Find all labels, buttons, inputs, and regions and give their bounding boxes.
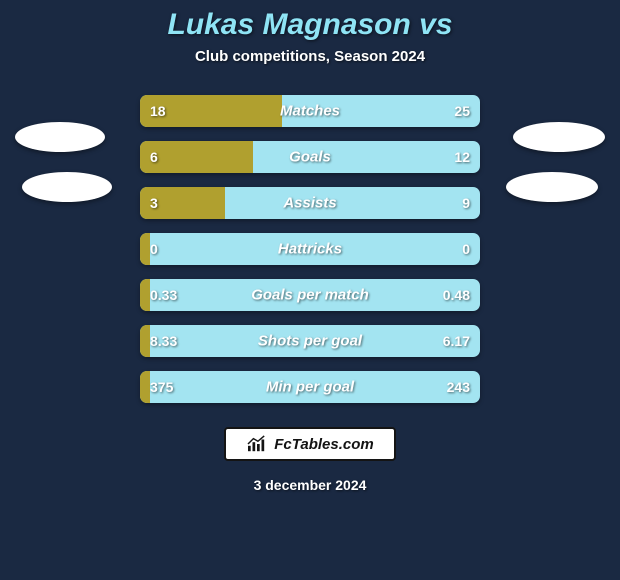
stat-value-left: 375 [150, 379, 173, 395]
stat-value-right: 9 [462, 195, 470, 211]
stat-value-right: 6.17 [443, 333, 470, 349]
stat-label: Assists [140, 195, 480, 212]
stat-label: Shots per goal [140, 333, 480, 350]
player-badge-right-2 [506, 172, 598, 202]
subtitle: Club competitions, Season 2024 [195, 48, 425, 65]
stat-label: Goals [140, 149, 480, 166]
stat-row: Shots per goal8.33 6.17 [140, 325, 480, 357]
date-label: 3 december 2024 [254, 477, 367, 493]
site-badge: FcTables.com [224, 427, 395, 461]
stat-value-right: 0.48 [443, 287, 470, 303]
stat-row: Assists3 9 [140, 187, 480, 219]
stat-value-left: 0 [150, 241, 158, 257]
page-title: Lukas Magnason vs [167, 8, 452, 42]
stat-value-left: 6 [150, 149, 158, 165]
stat-row: Hattricks0 0 [140, 233, 480, 265]
stat-value-left: 0.33 [150, 287, 177, 303]
player-badge-left-2 [22, 172, 112, 202]
chart-icon [246, 435, 268, 453]
stat-value-left: 3 [150, 195, 158, 211]
stat-value-right: 0 [462, 241, 470, 257]
player-badge-right-1 [513, 122, 605, 152]
stat-value-right: 12 [454, 149, 470, 165]
stat-bars: Matches18 25 Goals6 12 Assists3 9 Hattricks0 0 G… [140, 95, 480, 403]
stat-row: Goals6 12 [140, 141, 480, 173]
stat-label: Min per goal [140, 379, 480, 396]
stat-row: Goals per match0.33 0.48 [140, 279, 480, 311]
site-name: FcTables.com [274, 436, 373, 453]
stat-label: Matches [140, 103, 480, 120]
stat-label: Goals per match [140, 287, 480, 304]
stat-label: Hattricks [140, 241, 480, 258]
stat-row: Matches18 25 [140, 95, 480, 127]
stat-row: Min per goal375 243 [140, 371, 480, 403]
stat-value-right: 25 [454, 103, 470, 119]
player-badge-left-1 [15, 122, 105, 152]
stat-value-left: 8.33 [150, 333, 177, 349]
stat-value-right: 243 [447, 379, 470, 395]
stat-value-left: 18 [150, 103, 166, 119]
